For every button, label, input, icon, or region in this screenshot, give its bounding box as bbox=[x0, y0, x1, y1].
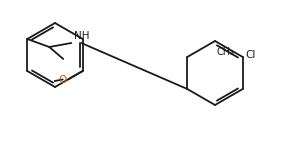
Text: CH₃: CH₃ bbox=[217, 47, 235, 57]
Text: Cl: Cl bbox=[246, 50, 256, 60]
Text: NH: NH bbox=[74, 31, 90, 41]
Text: O: O bbox=[58, 75, 67, 85]
